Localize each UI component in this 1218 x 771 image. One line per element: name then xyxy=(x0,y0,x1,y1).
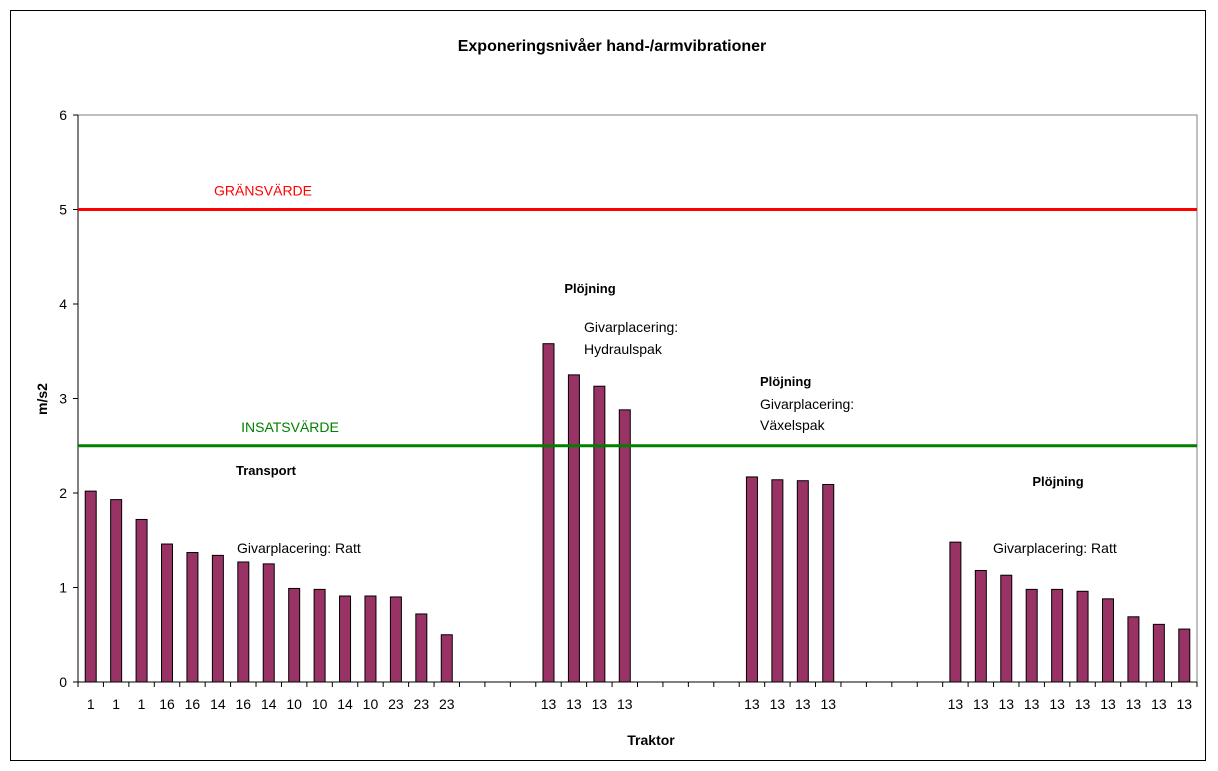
y-axis-title: m/s2 xyxy=(34,383,50,415)
bar xyxy=(237,561,250,683)
bar xyxy=(949,541,962,683)
x-tick-label: 13 xyxy=(1049,696,1065,712)
x-tick-label: 13 xyxy=(1151,696,1167,712)
bar xyxy=(1152,623,1165,683)
x-tick-label: 13 xyxy=(1024,696,1040,712)
bar xyxy=(1076,590,1089,683)
bar xyxy=(1178,628,1191,683)
bar xyxy=(593,385,606,683)
x-tick-label: 14 xyxy=(261,696,277,712)
annotation-givarplacering-ratt-1: Givarplacering: Ratt xyxy=(237,540,361,556)
bar xyxy=(262,563,275,683)
bar xyxy=(161,543,174,683)
reference-line-label: INSATSVÄRDE xyxy=(241,419,339,435)
y-tick-label: 4 xyxy=(59,296,67,312)
bar xyxy=(1127,616,1140,683)
y-tick-label: 3 xyxy=(59,391,67,407)
bar xyxy=(1025,588,1038,683)
bar xyxy=(618,409,631,683)
x-tick-label: 13 xyxy=(617,696,633,712)
bar xyxy=(796,480,809,683)
x-tick-label: 16 xyxy=(159,696,175,712)
x-axis-title: Traktor xyxy=(627,732,675,748)
x-tick-label: 13 xyxy=(566,696,582,712)
x-tick-label: 13 xyxy=(592,696,608,712)
bar xyxy=(339,595,352,683)
bar xyxy=(313,588,326,683)
annotation-plojning-2: Plöjning xyxy=(760,374,811,389)
x-tick-label: 13 xyxy=(973,696,989,712)
bar xyxy=(186,552,199,683)
y-tick-label: 5 xyxy=(59,202,67,218)
x-tick-label: 13 xyxy=(948,696,964,712)
x-tick-label: 13 xyxy=(998,696,1014,712)
bar xyxy=(110,499,123,683)
annotation-givarplacering-ratt-2: Givarplacering: Ratt xyxy=(993,540,1117,556)
x-tick-label: 1 xyxy=(112,696,120,712)
x-tick-label: 10 xyxy=(286,696,302,712)
x-tick-label: 16 xyxy=(236,696,252,712)
x-tick-label: 13 xyxy=(1100,696,1116,712)
bar xyxy=(974,569,987,683)
x-tick-label: 23 xyxy=(439,696,455,712)
annotation-givarplacering-hydraul-1: Givarplacering: xyxy=(584,319,678,335)
x-tick-label: 10 xyxy=(312,696,328,712)
bar xyxy=(822,483,835,683)
annotation-plojning-3: Plöjning xyxy=(1032,474,1083,489)
x-tick-label: 13 xyxy=(1075,696,1091,712)
y-tick-label: 0 xyxy=(59,674,67,690)
y-tick-label: 2 xyxy=(59,485,67,501)
annotation-transport: Transport xyxy=(236,463,297,478)
x-tick-label: 13 xyxy=(770,696,786,712)
annotation-plojning-1: Plöjning xyxy=(564,281,615,296)
x-tick-label: 13 xyxy=(1176,696,1192,712)
bar xyxy=(288,587,301,683)
bar xyxy=(771,479,784,683)
y-tick-label: 1 xyxy=(59,580,67,596)
bar xyxy=(364,595,377,683)
bar xyxy=(415,613,428,683)
bar xyxy=(1101,598,1114,683)
x-tick-label: 13 xyxy=(744,696,760,712)
x-tick-label: 14 xyxy=(337,696,353,712)
annotation-givarplacering-vaxel-2: Växelspak xyxy=(760,417,826,433)
bar xyxy=(211,554,224,683)
x-tick-label: 13 xyxy=(541,696,557,712)
annotation-givarplacering-vaxel-1: Givarplacering: xyxy=(760,396,854,412)
bar xyxy=(567,374,580,683)
x-tick-label: 23 xyxy=(388,696,404,712)
reference-line-label: GRÄNSVÄRDE xyxy=(214,183,312,199)
bar xyxy=(1051,588,1064,683)
bar xyxy=(1000,574,1013,683)
bar xyxy=(745,476,758,683)
x-tick-label: 13 xyxy=(795,696,811,712)
x-tick-label: 1 xyxy=(138,696,146,712)
x-tick-label: 16 xyxy=(185,696,201,712)
x-tick-label: 1 xyxy=(87,696,95,712)
chart-title: Exponeringsnivåer hand-/armvibrationer xyxy=(458,37,767,55)
x-tick-label: 13 xyxy=(820,696,836,712)
bar xyxy=(135,518,148,683)
bar xyxy=(440,634,453,683)
x-tick-label: 23 xyxy=(414,696,430,712)
x-tick-label: 13 xyxy=(1126,696,1142,712)
annotation-givarplacering-hydraul-2: Hydraulspak xyxy=(584,341,663,357)
x-tick-label: 10 xyxy=(363,696,379,712)
bar xyxy=(84,490,97,683)
x-tick-label: 14 xyxy=(210,696,226,712)
y-tick-label: 6 xyxy=(59,107,67,123)
bar xyxy=(389,596,402,683)
bar xyxy=(542,343,555,683)
